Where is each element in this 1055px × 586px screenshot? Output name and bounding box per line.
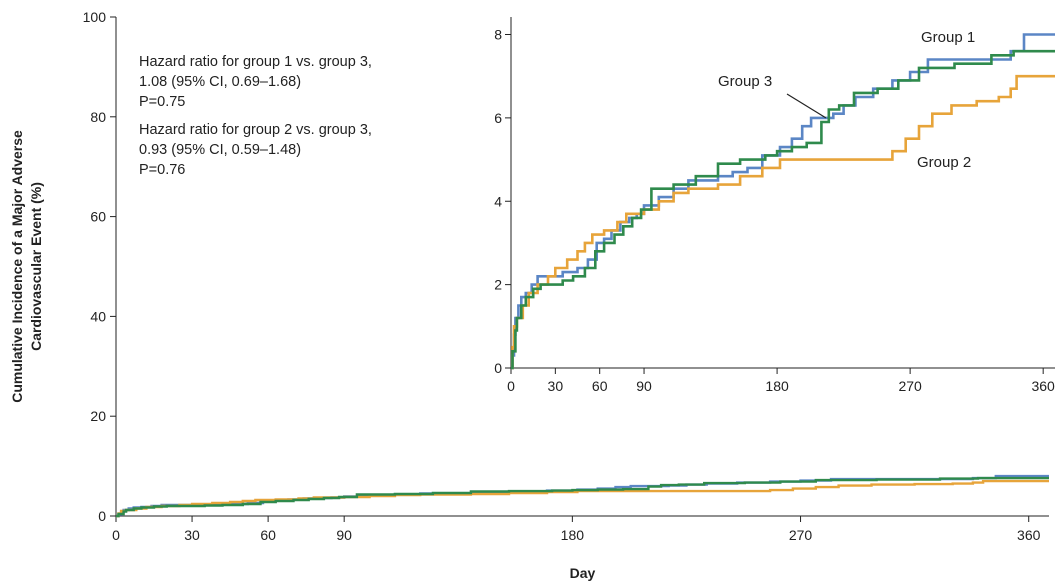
hazard-ratio-annotation-1: 1.08 (95% CI, 0.69–1.68) — [139, 74, 301, 90]
x-tick-label: 30 — [184, 527, 200, 543]
y-tick-label: 20 — [90, 408, 106, 424]
inset-plot: 0 2 4 6 8 0 30 60 90 180 270 360 Group 1 Group 2 Group… — [480, 10, 1055, 402]
x-tick-label: 270 — [789, 527, 813, 543]
inset-x-tick-label: 0 — [507, 378, 515, 394]
x-tick-label: 180 — [561, 527, 585, 543]
inset-x-tick-label: 180 — [765, 378, 789, 394]
y-axis-title: Cardiovascular Event (%) — [28, 182, 44, 351]
y-tick-label: 100 — [83, 9, 107, 25]
main-series-group-1 — [116, 474, 1049, 518]
inset-series-group-2 — [511, 74, 1055, 370]
inset-x-tick-label: 30 — [548, 378, 564, 394]
inset-x-tick-label: 360 — [1031, 378, 1055, 394]
hazard-ratio-annotation-2: 0.93 (95% CI, 0.59–1.48) — [139, 142, 301, 158]
hazard-ratio-annotation-2: Hazard ratio for group 2 vs. group 3, — [139, 122, 372, 138]
x-tick-label: 60 — [260, 527, 276, 543]
inset-x-tick-label: 270 — [898, 378, 922, 394]
x-tick-label: 0 — [112, 527, 120, 543]
inset-x-tick-label: 60 — [592, 378, 608, 394]
series-label-group-2: Group 2 — [917, 154, 971, 171]
main-series-group-2 — [116, 479, 1049, 518]
inset-y-tick-label: 8 — [494, 27, 502, 43]
main-series-group-3 — [116, 476, 1049, 518]
hazard-ratio-annotation-2: P=0.76 — [139, 162, 185, 178]
x-axis-title: Day — [570, 565, 596, 581]
group-3-leader-line — [786, 93, 827, 119]
inset-y-tick-label: 2 — [494, 277, 502, 293]
inset-y-tick-label: 4 — [494, 193, 502, 209]
x-tick-label: 90 — [336, 527, 352, 543]
x-tick-label: 360 — [1017, 527, 1041, 543]
y-axis-title: Cumulative Incidence of a Major Adverse — [9, 130, 25, 403]
y-tick-label: 80 — [90, 109, 106, 125]
inset-x-tick-label: 90 — [636, 378, 652, 394]
hazard-ratio-annotation-1: P=0.75 — [139, 94, 185, 110]
y-tick-label: 60 — [90, 209, 106, 225]
inset-y-tick-label: 0 — [494, 360, 502, 376]
series-label-group-3: Group 3 — [718, 73, 772, 90]
series-label-group-1: Group 1 — [921, 29, 975, 46]
inset-series-group-3 — [511, 49, 1055, 370]
y-tick-label: 40 — [90, 308, 106, 324]
inset-y-tick-label: 6 — [494, 110, 502, 126]
inset-background — [480, 10, 1055, 402]
y-tick-label: 0 — [98, 508, 106, 524]
hazard-ratio-annotation-1: Hazard ratio for group 1 vs. group 3, — [139, 54, 372, 70]
